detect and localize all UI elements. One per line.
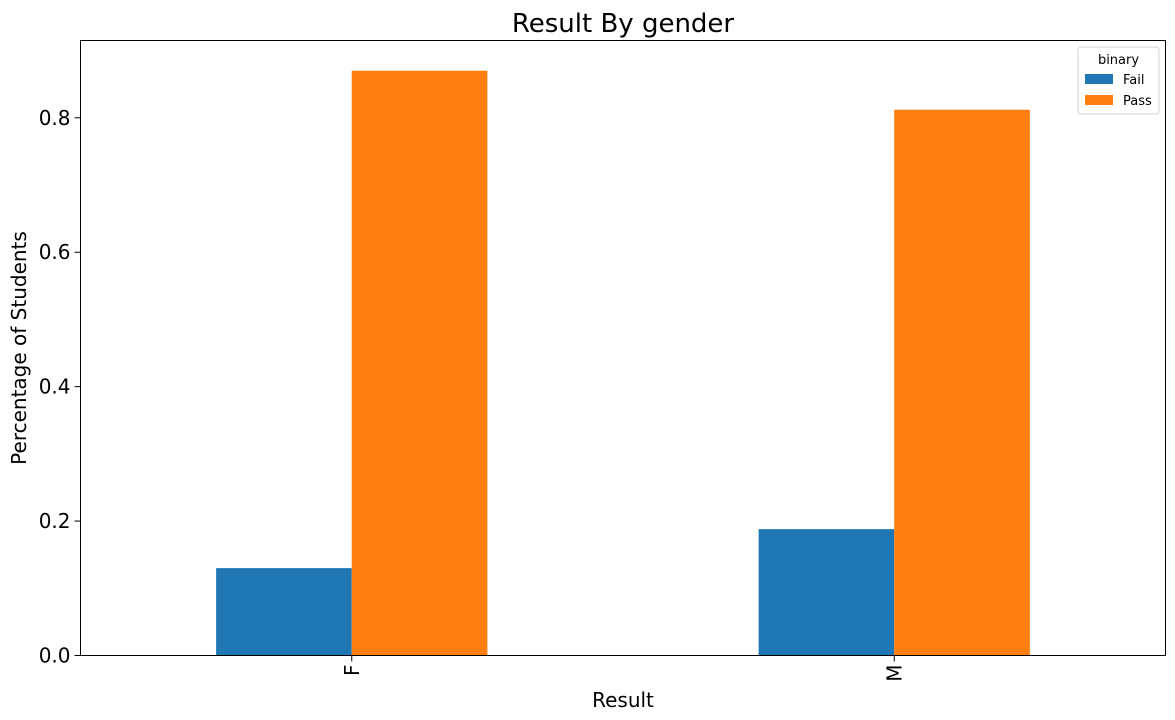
plot-area-frame (80, 40, 1166, 656)
x-tick-label-m: M (882, 665, 906, 682)
y-tick-label: 0.4 (39, 375, 71, 399)
bar-fail-f (216, 568, 352, 656)
chart-title: Result By gender (512, 9, 735, 39)
x-tick-label-f: F (340, 665, 364, 677)
legend-label-pass: Pass (1123, 94, 1152, 109)
y-tick-label: 0.2 (39, 509, 71, 533)
bar-pass-m (894, 109, 1030, 656)
y-ticks-group: 0.0 0.2 0.4 0.6 0.8 (39, 106, 81, 668)
y-tick-label: 0.0 (39, 644, 71, 668)
y-tick-label: 0.6 (39, 240, 71, 264)
x-axis-label: Result (592, 688, 654, 712)
bar-pass-f (351, 70, 488, 656)
y-tick-label: 0.8 (39, 106, 71, 130)
legend-swatch-fail (1085, 74, 1113, 84)
legend-title: binary (1098, 53, 1139, 68)
y-axis-label: Percentage of Students (7, 231, 31, 465)
bar-fail-m (758, 529, 895, 656)
legend: binary Fail Pass (1077, 46, 1160, 115)
bars-group (216, 70, 1030, 656)
legend-swatch-pass (1085, 95, 1113, 105)
legend-label-fail: Fail (1123, 73, 1144, 88)
